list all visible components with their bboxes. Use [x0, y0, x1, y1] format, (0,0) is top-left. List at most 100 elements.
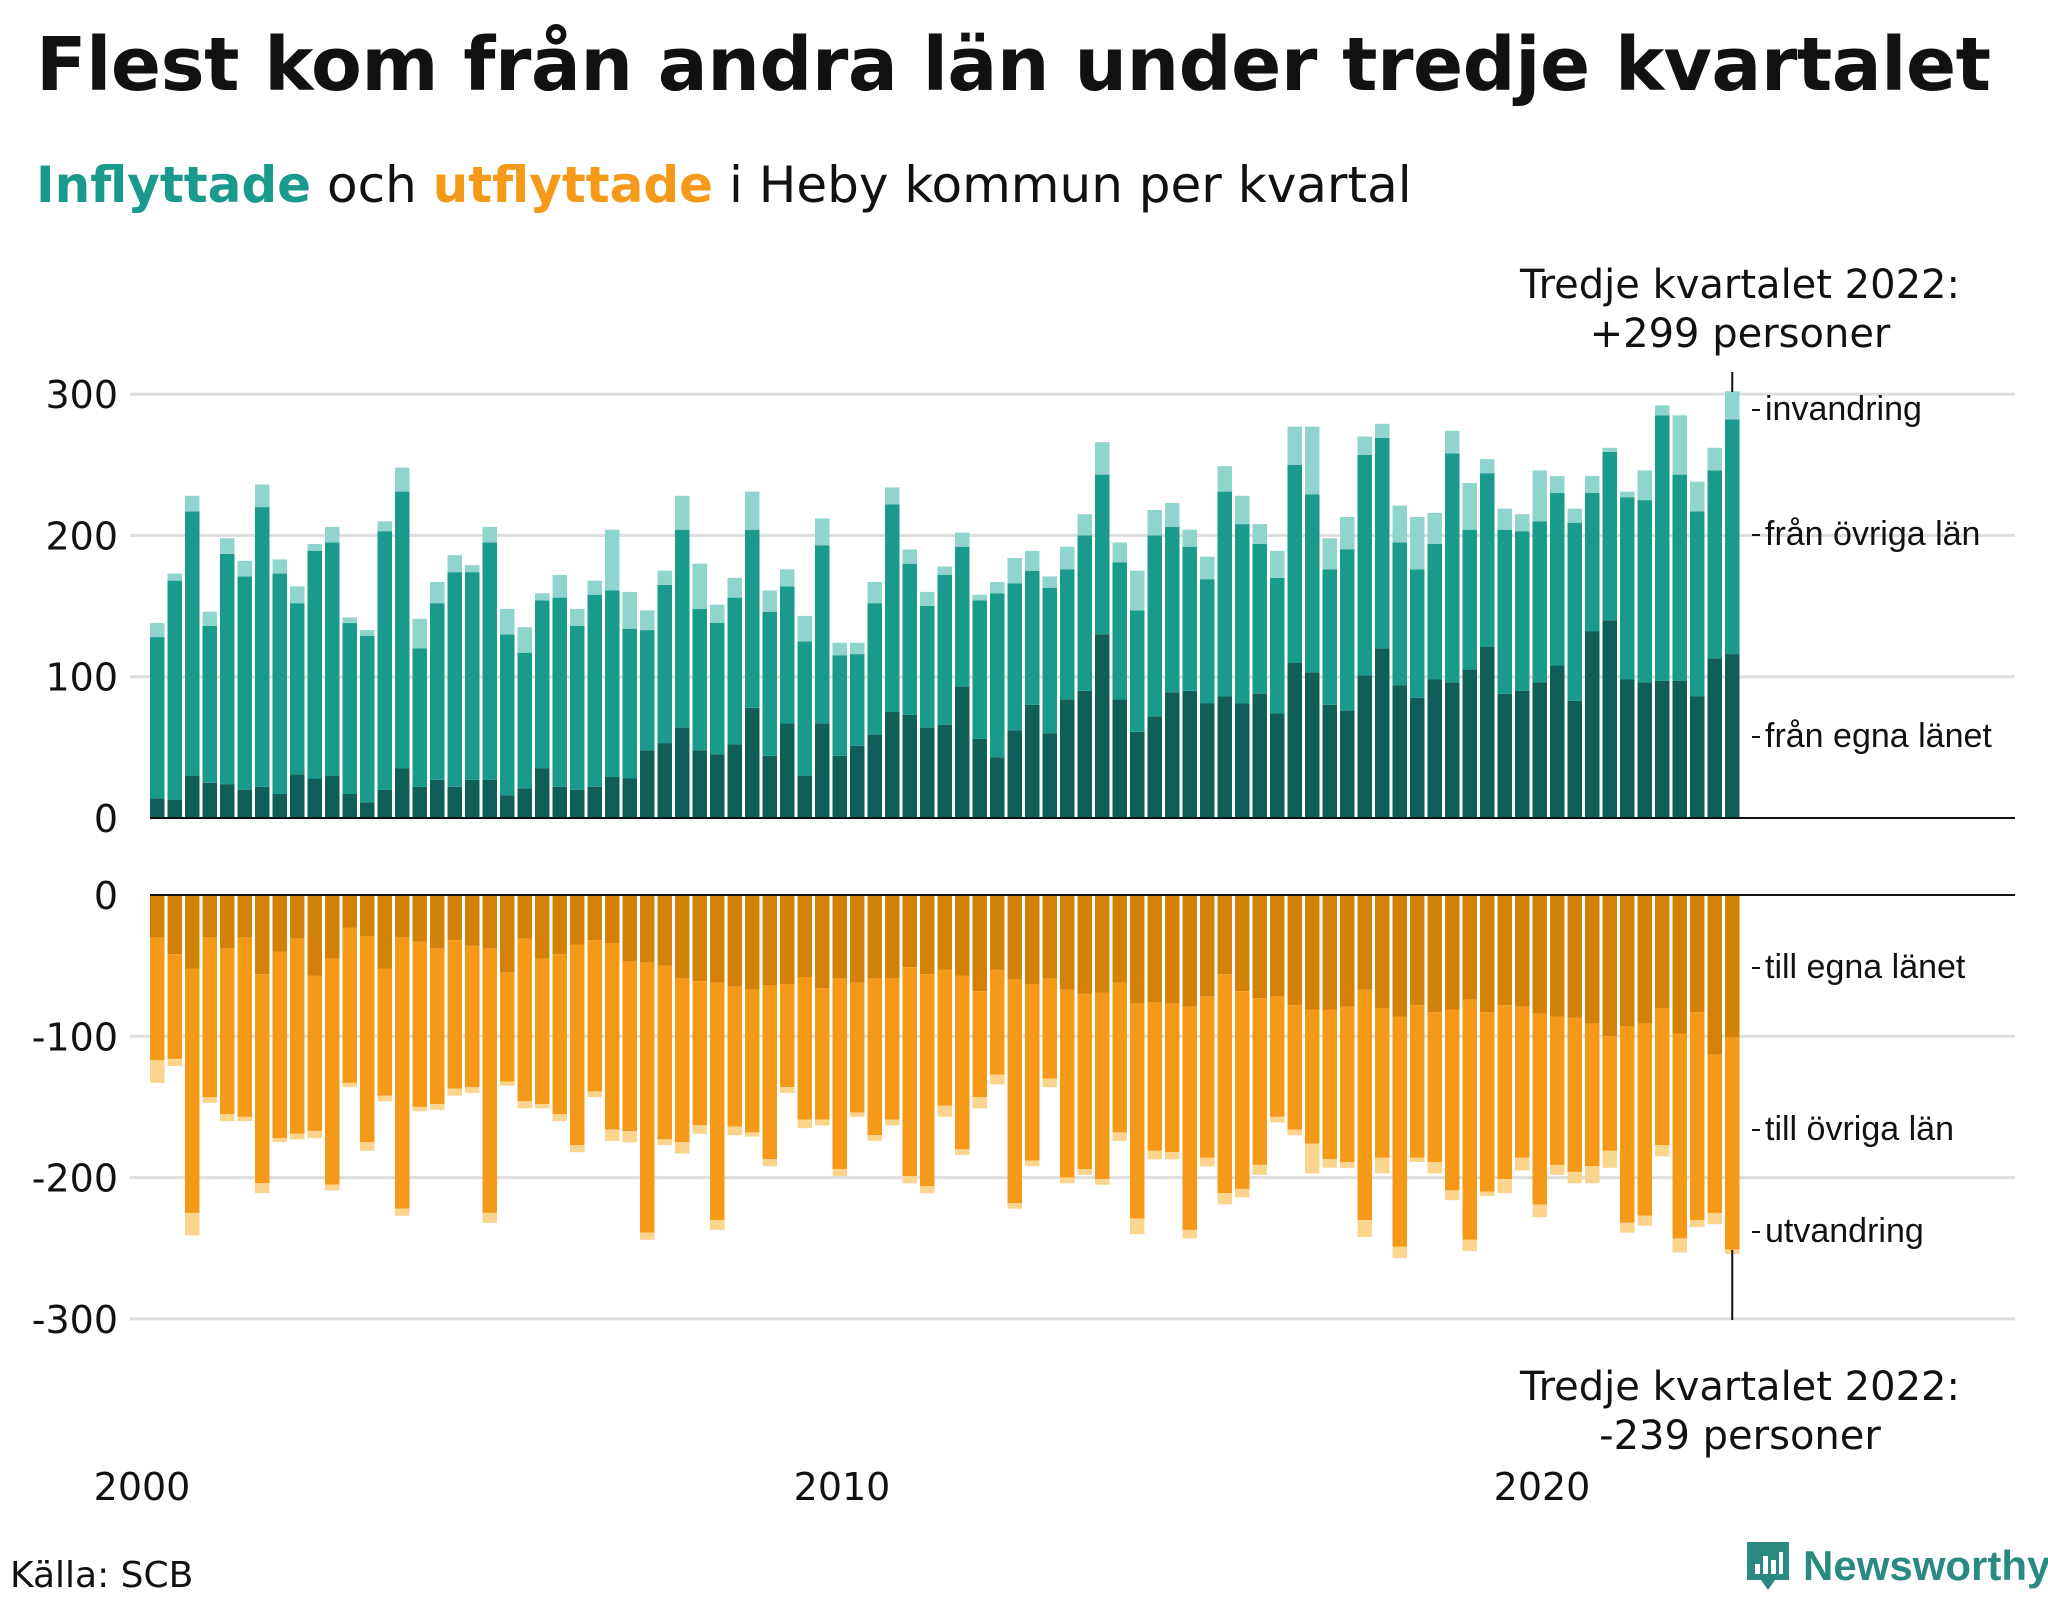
outflow-bar-utvandring	[1287, 1129, 1302, 1136]
outflow-bar-till-egna-länet	[150, 895, 165, 938]
outflow-bar-till-övriga-län	[272, 951, 287, 1138]
outflow-bar-till-övriga-län	[1707, 1054, 1722, 1213]
inflow-bar-från-egna-länet	[377, 789, 392, 818]
outflow-bar-till-övriga-län	[1445, 1009, 1460, 1191]
outflow-bar-till-övriga-län	[307, 975, 322, 1131]
inflow-bar-från-egna-länet	[290, 774, 305, 818]
inflow-bar-från-övriga-län	[412, 648, 427, 787]
outflow-y-tick-label: -100	[32, 1015, 118, 1059]
inflow-bar-från-egna-länet	[1515, 690, 1530, 818]
outflow-series-label: till övriga län	[1765, 1110, 1954, 1148]
outflow-bar-till-egna-länet	[307, 895, 322, 976]
inflow-bar-från-övriga-län	[1427, 543, 1442, 680]
outflow-bar-utvandring	[1077, 1169, 1092, 1175]
outflow-bar-till-egna-länet	[640, 895, 655, 963]
outflow-panel: 0 -100 -200 -300 till egna länet till övriga …	[32, 874, 2015, 1342]
outflow-y-tick-label: -300	[32, 1298, 118, 1342]
outflow-bar-till-övriga-län	[1200, 996, 1215, 1158]
inflow-bar-från-övriga-län	[465, 572, 480, 780]
outflow-bar-till-egna-länet	[727, 895, 742, 987]
outflow-bar-utvandring	[955, 1149, 970, 1155]
outflow-bar-till-övriga-län	[1515, 1006, 1530, 1158]
outflow-bar-till-egna-länet	[1445, 895, 1460, 1010]
outflow-bar-till-egna-länet	[1462, 895, 1477, 1000]
outflow-bar-till-egna-länet	[377, 895, 392, 969]
inflow-series-label: invandring	[1765, 390, 1922, 428]
outflow-bar-utvandring	[1025, 1160, 1040, 1167]
inflow-bar-från-egna-länet	[1445, 682, 1460, 818]
inflow-panel: 0 100 200 300 från egna länet från övriga län…	[45, 373, 2015, 1509]
inflow-bar-från-egna-länet	[1182, 690, 1197, 818]
outflow-bar-utvandring	[762, 1159, 777, 1167]
annotation-bottom-line1: Tredje kvartalet 2022:	[1519, 1364, 1960, 1410]
inflow-bar-från-egna-länet	[1497, 693, 1512, 818]
outflow-bar-utvandring	[272, 1138, 287, 1143]
outflow-bar-till-egna-länet	[535, 895, 550, 959]
inflow-bar-från-egna-länet	[815, 723, 830, 818]
inflow-bar-från-egna-länet	[1620, 679, 1635, 818]
inflow-bar-från-egna-länet	[955, 686, 970, 818]
outflow-bar-till-egna-länet	[1532, 895, 1547, 1014]
inflow-bar-invandring	[1182, 529, 1197, 547]
outflow-bar-till-egna-länet	[937, 895, 952, 970]
outflow-bar-till-egna-länet	[1585, 895, 1600, 1024]
outflow-bar-till-egna-länet	[1410, 895, 1425, 1006]
outflow-bar-utvandring	[1445, 1190, 1460, 1201]
inflow-bar-från-övriga-län	[1585, 493, 1600, 632]
outflow-bar-till-övriga-län	[430, 948, 445, 1105]
outflow-bar-till-övriga-län	[605, 943, 620, 1130]
inflow-bar-från-egna-länet	[1077, 690, 1092, 818]
outflow-bar-utvandring	[920, 1186, 935, 1194]
outflow-bar-utvandring	[1217, 1193, 1232, 1205]
inflow-bar-från-övriga-län	[745, 529, 760, 708]
inflow-bar-från-egna-länet	[920, 727, 935, 818]
inflow-bar-från-egna-länet	[972, 738, 987, 818]
inflow-bar-från-övriga-län	[885, 504, 900, 712]
inflow-bar-invandring	[1707, 447, 1722, 471]
inflow-bar-från-övriga-län	[202, 625, 217, 783]
outflow-bar-till-egna-länet	[920, 895, 935, 975]
outflow-bar-utvandring	[1130, 1218, 1145, 1235]
inflow-bar-från-övriga-län	[517, 652, 532, 789]
inflow-bar-från-övriga-län	[832, 655, 847, 756]
outflow-bar-utvandring	[1305, 1143, 1320, 1174]
outflow-bar-utvandring	[902, 1176, 917, 1184]
inflow-bar-invandring	[1532, 470, 1547, 522]
outflow-bar-utvandring	[867, 1135, 882, 1141]
outflow-bar-till-egna-länet	[1165, 895, 1180, 1004]
subtitle-rest: i Heby kommun per kvartal	[713, 156, 1412, 214]
inflow-bar-från-övriga-län	[850, 654, 865, 746]
outflow-bar-till-övriga-län	[1270, 996, 1285, 1117]
inflow-bar-invandring	[1217, 466, 1232, 492]
outflow-bar-till-övriga-län	[1007, 979, 1022, 1204]
outflow-series-label: utvandring	[1765, 1212, 1924, 1250]
outflow-bar-utvandring	[220, 1114, 235, 1122]
inflow-bar-från-övriga-län	[622, 628, 637, 779]
inflow-bar-från-övriga-län	[692, 608, 707, 751]
outflow-bar-till-övriga-län	[1077, 993, 1092, 1170]
outflow-bar-till-egna-länet	[1725, 895, 1740, 1038]
outflow-bar-till-egna-länet	[990, 895, 1005, 970]
outflow-bar-till-egna-länet	[1235, 895, 1250, 992]
inflow-bar-från-egna-länet	[850, 745, 865, 818]
outflow-bar-till-egna-länet	[1550, 895, 1565, 1017]
inflow-bar-från-övriga-län	[1077, 535, 1092, 691]
outflow-bar-utvandring	[377, 1095, 392, 1102]
inflow-bar-från-egna-länet	[937, 724, 952, 818]
outflow-bar-till-övriga-län	[762, 985, 777, 1160]
inflow-bar-från-egna-länet	[447, 786, 462, 818]
inflow-bar-från-övriga-län	[447, 572, 462, 787]
inflow-bar-från-övriga-län	[1410, 569, 1425, 698]
outflow-bar-till-övriga-län	[1462, 999, 1477, 1240]
outflow-bar-till-egna-länet	[1252, 895, 1267, 999]
outflow-bar-till-egna-länet	[1305, 895, 1320, 1010]
inflow-bar-invandring	[1497, 508, 1512, 530]
outflow-bar-till-egna-länet	[412, 895, 427, 942]
inflow-bar-från-egna-länet	[1217, 696, 1232, 818]
outflow-bar-till-övriga-län	[1025, 984, 1040, 1161]
inflow-bar-invandring	[517, 627, 532, 653]
outflow-bar-till-övriga-län	[1550, 1016, 1565, 1165]
inflow-bar-från-övriga-län	[167, 580, 182, 800]
outflow-bar-till-egna-länet	[395, 895, 410, 938]
outflow-bar-till-egna-länet	[1357, 895, 1372, 990]
